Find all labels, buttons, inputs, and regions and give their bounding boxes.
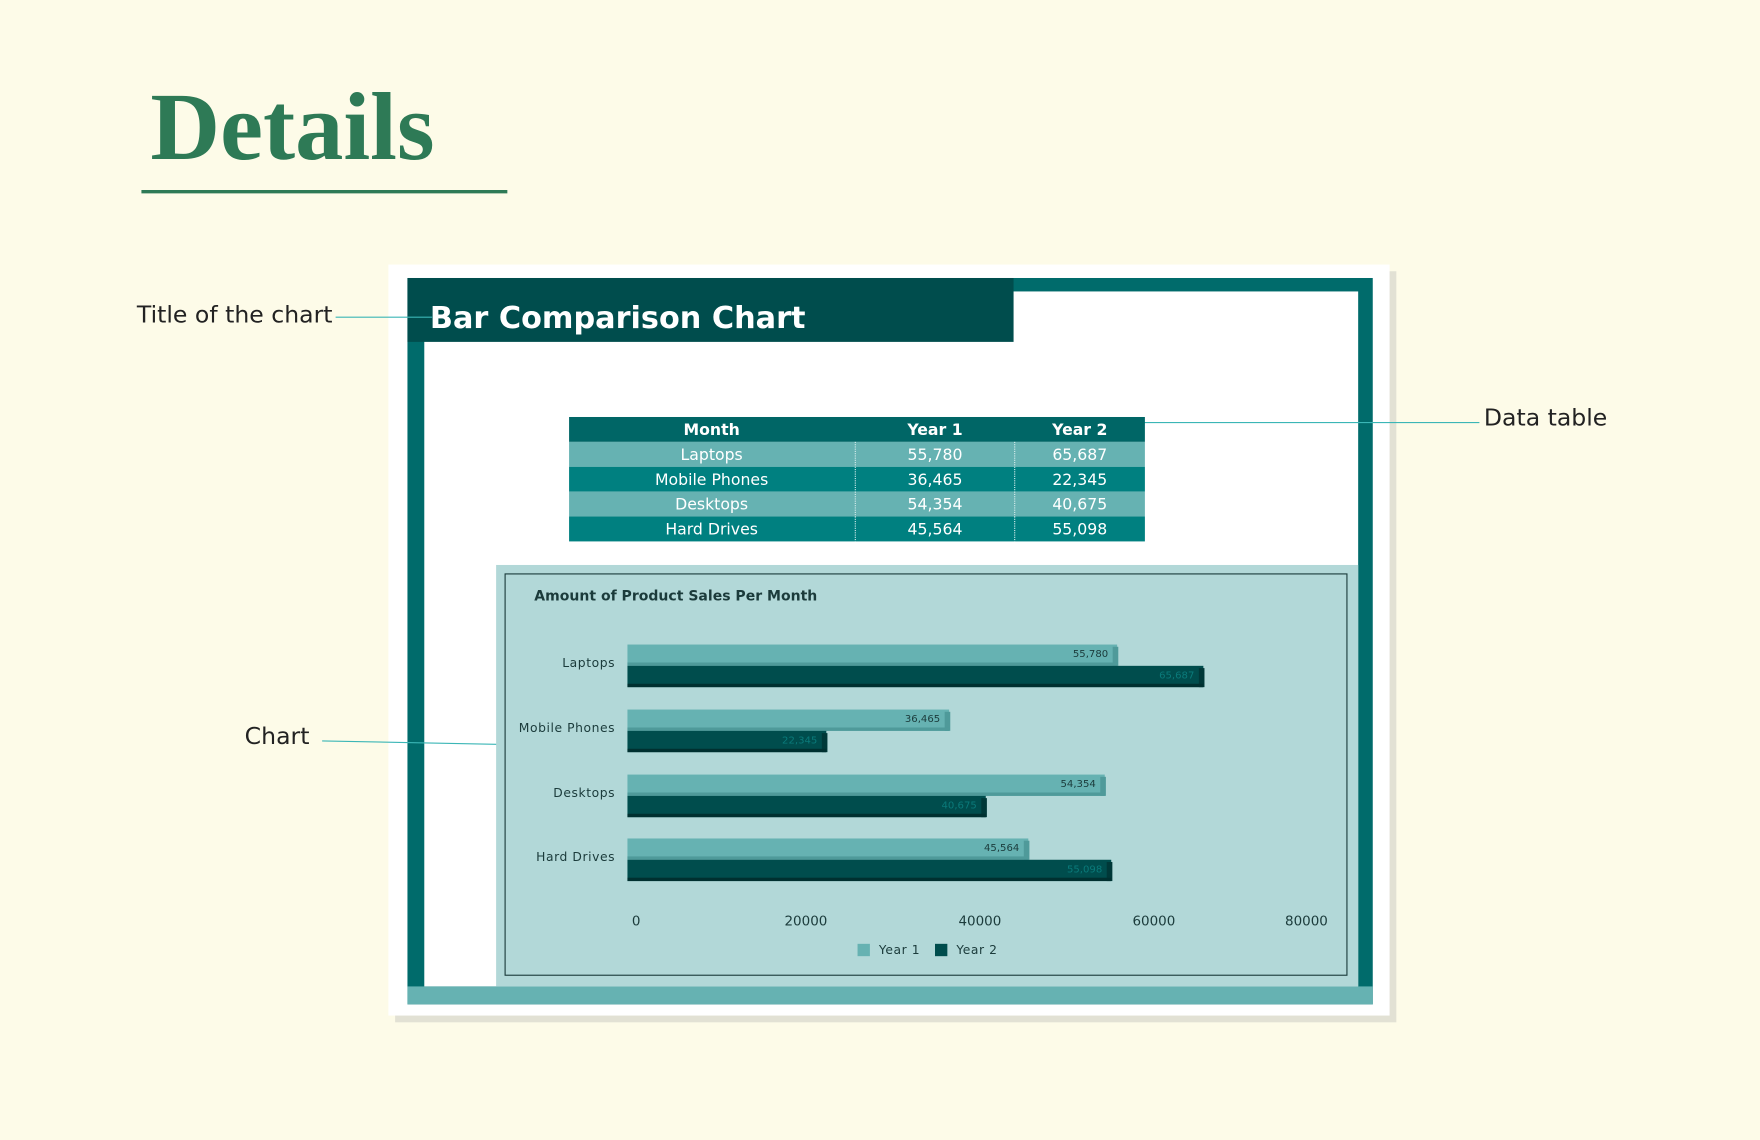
x-tick-label: 0 [632,914,641,929]
bar-side [1106,862,1113,882]
table-cell: Mobile Phones [655,470,768,489]
table-cell: 40,675 [1052,495,1107,514]
x-tick-label: 20000 [785,914,828,929]
bar-bottom [627,727,950,731]
table-cell: 55,098 [1052,520,1107,539]
bar [627,709,950,731]
data-label: 55,098 [1067,864,1102,875]
table-row [569,441,1145,467]
legend-label: Year 1 [878,943,920,957]
legend-swatch [857,943,870,957]
annotation: Title of the chart [136,301,333,329]
bar-side [1112,646,1119,666]
data-label: 55,780 [1073,649,1108,660]
y-tick-label: Hard Drives [536,850,615,864]
data-label: 36,465 [905,714,940,725]
table-row [569,516,1145,542]
bar [627,730,827,753]
table-header-cell: Year 1 [906,420,962,439]
x-tick-label: 60000 [1132,914,1175,929]
table-cell: 36,465 [908,470,963,489]
bar [627,795,986,818]
table-row [569,466,1145,492]
bar-side [1023,840,1030,860]
bar-side [1100,776,1106,796]
sheet-footer-band [407,986,1373,1005]
bar [627,859,1112,882]
annotation: Data table [1484,404,1607,432]
data-label: 54,354 [1060,779,1095,790]
bar [627,774,1105,796]
table-cell: 45,564 [908,520,963,539]
chart-title: Amount of Product Sales Per Month [534,588,817,604]
bar-bottom [627,748,827,753]
table-cell: Desktops [675,495,748,514]
page-title: Details [150,73,434,180]
legend-label: Year 2 [955,943,997,957]
table-header-row [569,416,1145,442]
bar-side [944,711,951,731]
y-tick-label: Desktops [553,786,615,800]
bar [627,838,1029,860]
data-label: 22,345 [782,735,817,746]
table-row [569,491,1145,517]
bar-side [1198,668,1205,688]
y-tick-label: Mobile Phones [519,721,615,735]
x-tick-label: 40000 [958,914,1001,929]
x-tick-label: 80000 [1285,914,1328,929]
chart-border [504,573,1348,976]
table-cell: 65,687 [1052,445,1107,464]
table-cell: Laptops [681,445,743,464]
bar-bottom [627,877,1112,882]
table-cell: 55,780 [908,445,963,464]
bar [627,665,1204,688]
sheet-title-bar [407,277,1014,342]
annotation: Chart [245,722,310,750]
bar-bottom [627,662,1118,666]
data-label: 40,675 [942,800,977,811]
table-cell: 22,345 [1052,470,1107,489]
bar-bottom [627,792,1105,796]
table-cell: Hard Drives [665,520,758,539]
table-cell: 54,354 [908,495,963,514]
bar-side [981,798,987,818]
bar [627,644,1118,666]
bar-bottom [627,856,1029,860]
data-label: 65,687 [1159,670,1194,681]
y-tick-label: Laptops [562,656,615,670]
data-label: 45,564 [984,843,1019,854]
table-header-cell: Month [683,420,739,439]
sheet-title: Bar Comparison Chart [430,301,806,336]
bar-side [821,733,828,753]
bar-bottom [627,813,986,818]
bar-bottom [627,683,1204,688]
legend-swatch [935,943,948,957]
table-header-cell: Year 2 [1051,420,1107,439]
